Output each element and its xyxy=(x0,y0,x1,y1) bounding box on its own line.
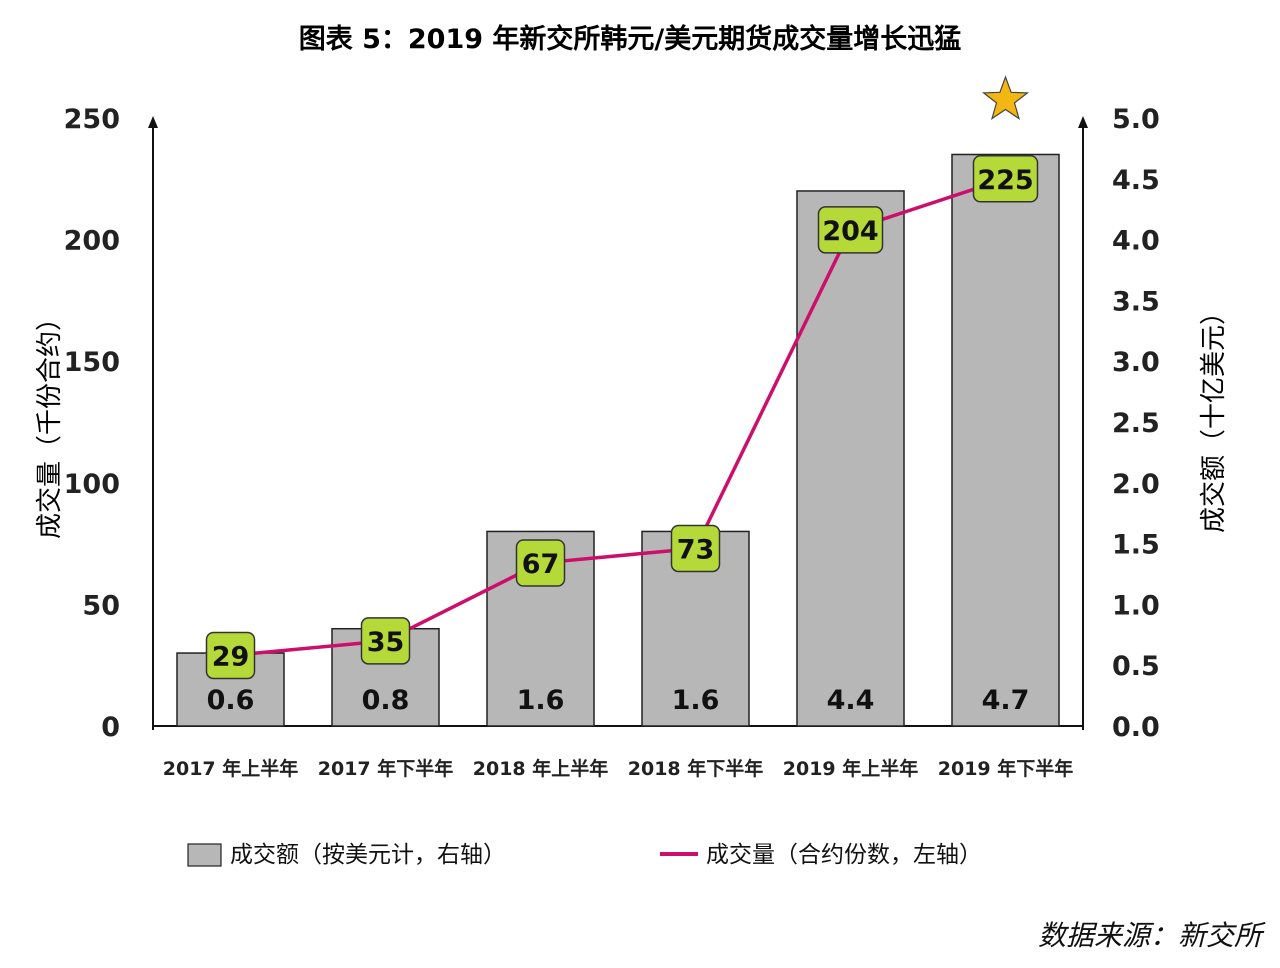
bar-value-label: 1.6 xyxy=(672,685,720,716)
legend-line-label: 成交量（合约份数，左轴） xyxy=(706,842,982,868)
bar-value-label: 4.4 xyxy=(827,685,875,716)
left-tick-label: 100 xyxy=(64,469,120,500)
line-point-marker xyxy=(817,206,884,254)
bar-series: 0.6 0.8 1.6 1.6 4.4 4.7 xyxy=(176,153,1060,727)
line-point-label: 204 xyxy=(822,216,878,247)
bar-value-label: 4.7 xyxy=(982,685,1030,716)
right-tick-label: 2.5 xyxy=(1112,408,1160,439)
left-tick-label: 250 xyxy=(64,104,120,135)
left-axis-label: 成交量（千份合约） xyxy=(35,305,65,539)
line-point-label: 225 xyxy=(977,165,1033,196)
bar xyxy=(951,153,1060,727)
bar-value-label: 1.6 xyxy=(517,685,565,716)
source-note: 数据来源：新交所 xyxy=(1038,919,1266,952)
right-tick-label: 1.0 xyxy=(1112,590,1160,621)
bar-value-label: 0.8 xyxy=(362,685,410,716)
left-tick-label: 200 xyxy=(64,226,120,257)
x-tick-label: 2017 年下半年 xyxy=(318,757,454,780)
x-tick-label: 2018 年下半年 xyxy=(628,757,764,780)
left-tick-label: 50 xyxy=(82,590,120,621)
line-point-marker xyxy=(360,617,411,665)
bar-value-label: 0.6 xyxy=(207,685,255,716)
line-point-label: 29 xyxy=(212,641,250,672)
right-tick-label: 4.5 xyxy=(1112,165,1160,196)
line-point-label: 73 xyxy=(677,534,715,565)
legend-bar-swatch xyxy=(187,843,222,867)
line-point-label: 67 xyxy=(522,549,560,580)
legend-bar-label: 成交额（按美元计，右轴） xyxy=(230,842,506,868)
line-series: 29 35 67 73 204 225 xyxy=(205,75,1039,680)
right-tick-label: 3.0 xyxy=(1112,347,1160,378)
bar xyxy=(796,190,905,727)
right-tick-label: 0.0 xyxy=(1112,712,1160,743)
right-tick-label: 4.0 xyxy=(1112,226,1160,257)
left-tick-label: 150 xyxy=(64,347,120,378)
right-axis-label: 成交额（十亿美元） xyxy=(1199,299,1229,533)
right-axis-arrow xyxy=(1078,116,1088,128)
x-axis-ticks: 2017 年上半年 2017 年下半年 2018 年上半年 2018 年下半年 2019… xyxy=(163,757,1074,780)
right-tick-label: 2.0 xyxy=(1112,469,1160,500)
right-tick-label: 5.0 xyxy=(1112,104,1160,135)
x-tick-label: 2019 年下半年 xyxy=(938,757,1074,780)
legend: 成交额（按美元计，右轴） 成交量（合约份数，左轴） xyxy=(187,842,982,868)
line-point-marker xyxy=(670,524,721,573)
star-icon xyxy=(981,75,1030,121)
line-point-marker xyxy=(515,539,566,587)
right-tick-label: 1.5 xyxy=(1112,530,1160,561)
left-tick-label: 0 xyxy=(101,712,120,743)
axes: 0 50 100 150 200 250 0.0 0.5 1.0 1.5 2.0 2.5 3.0 3.5 4… xyxy=(64,104,1160,743)
line-point-marker xyxy=(205,631,256,680)
right-tick-label: 3.5 xyxy=(1112,286,1160,317)
x-tick-label: 2018 年上半年 xyxy=(473,757,609,780)
chart-title: 图表 5：2019 年新交所韩元/美元期货成交量增长迅猛 xyxy=(299,23,962,55)
line-point-label: 35 xyxy=(367,627,405,658)
right-tick-label: 0.5 xyxy=(1112,651,1160,682)
line-point-marker xyxy=(972,155,1039,203)
left-axis-arrow xyxy=(148,116,158,128)
x-tick-label: 2017 年上半年 xyxy=(163,757,299,780)
x-tick-label: 2019 年上半年 xyxy=(783,757,919,780)
